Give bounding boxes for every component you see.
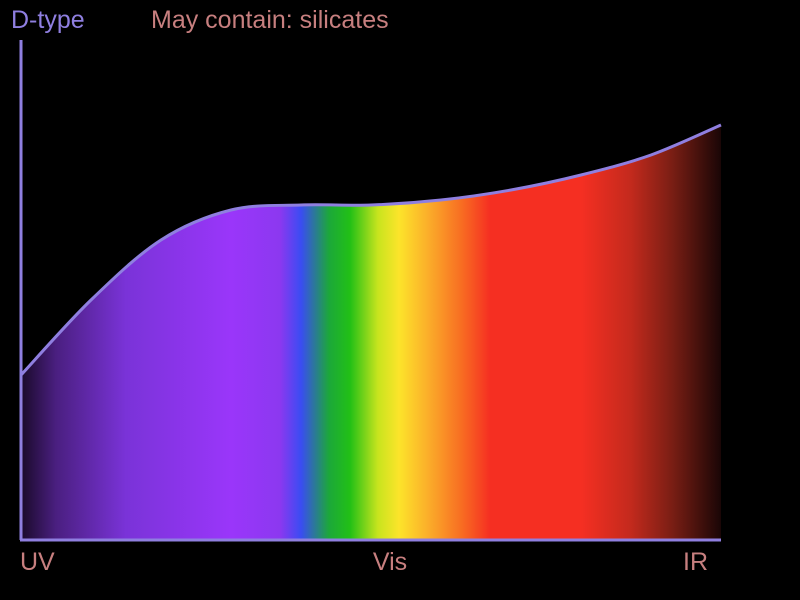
x-tick-label-ir: IR bbox=[683, 548, 708, 576]
chart-title: D-type bbox=[11, 6, 85, 34]
chart-subtitle: May contain: silicates bbox=[151, 6, 389, 34]
x-tick-labels: UV Vis IR bbox=[20, 548, 708, 576]
x-tick-label-uv: UV bbox=[20, 548, 55, 576]
spectrum-area bbox=[21, 125, 721, 540]
series-line bbox=[19, 123, 722, 377]
x-tick-label-vis: Vis bbox=[373, 548, 407, 576]
